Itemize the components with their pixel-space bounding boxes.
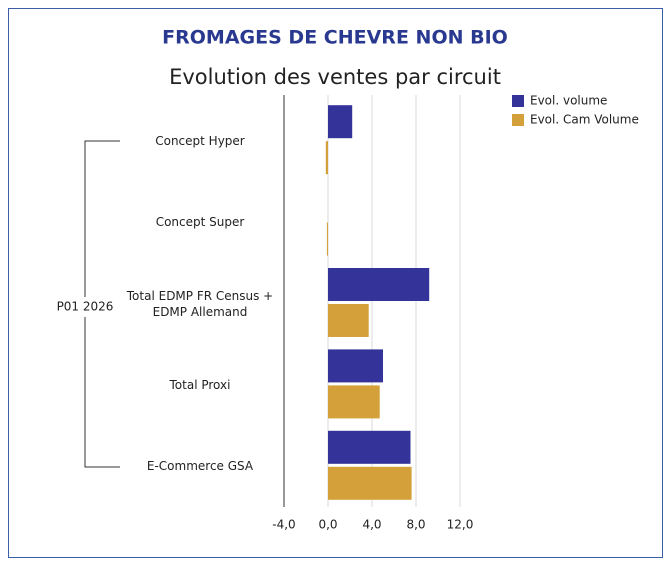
legend-label: Evol. Cam Volume (530, 113, 639, 127)
bar (328, 349, 383, 383)
y-tick-label: Concept Hyper (155, 133, 245, 148)
bar (328, 385, 380, 419)
legend-swatch (512, 95, 524, 107)
bar (328, 430, 411, 464)
x-tick-label: 12,0 (447, 518, 474, 532)
group-label: P01 2026 (57, 300, 114, 314)
x-tick-label: 0,0 (318, 518, 337, 532)
bar (328, 268, 430, 301)
x-tick-label: 8,0 (406, 518, 425, 532)
y-tick-label: Total EDMP FR Census + EDMP Allemand (126, 288, 274, 319)
frame (8, 8, 663, 558)
bar (328, 304, 369, 337)
x-tick-label: -4,0 (272, 518, 295, 532)
chart-title: FROMAGES DE CHEVRE NON BIO (162, 27, 508, 49)
bar (326, 222, 328, 256)
chart-subtitle: Evolution des ventes par circuit (169, 65, 501, 89)
x-tick-label: 4,0 (362, 518, 381, 532)
bar (328, 466, 412, 500)
y-tick-label: Total Proxi (169, 377, 231, 392)
legend-swatch (512, 114, 524, 126)
bar (325, 141, 328, 175)
legend-label: Evol. volume (530, 94, 607, 108)
y-tick-label: E-Commerce GSA (146, 459, 254, 474)
bar (328, 105, 353, 139)
y-tick-label: Concept Super (155, 215, 245, 230)
group-label-bg (50, 297, 120, 317)
